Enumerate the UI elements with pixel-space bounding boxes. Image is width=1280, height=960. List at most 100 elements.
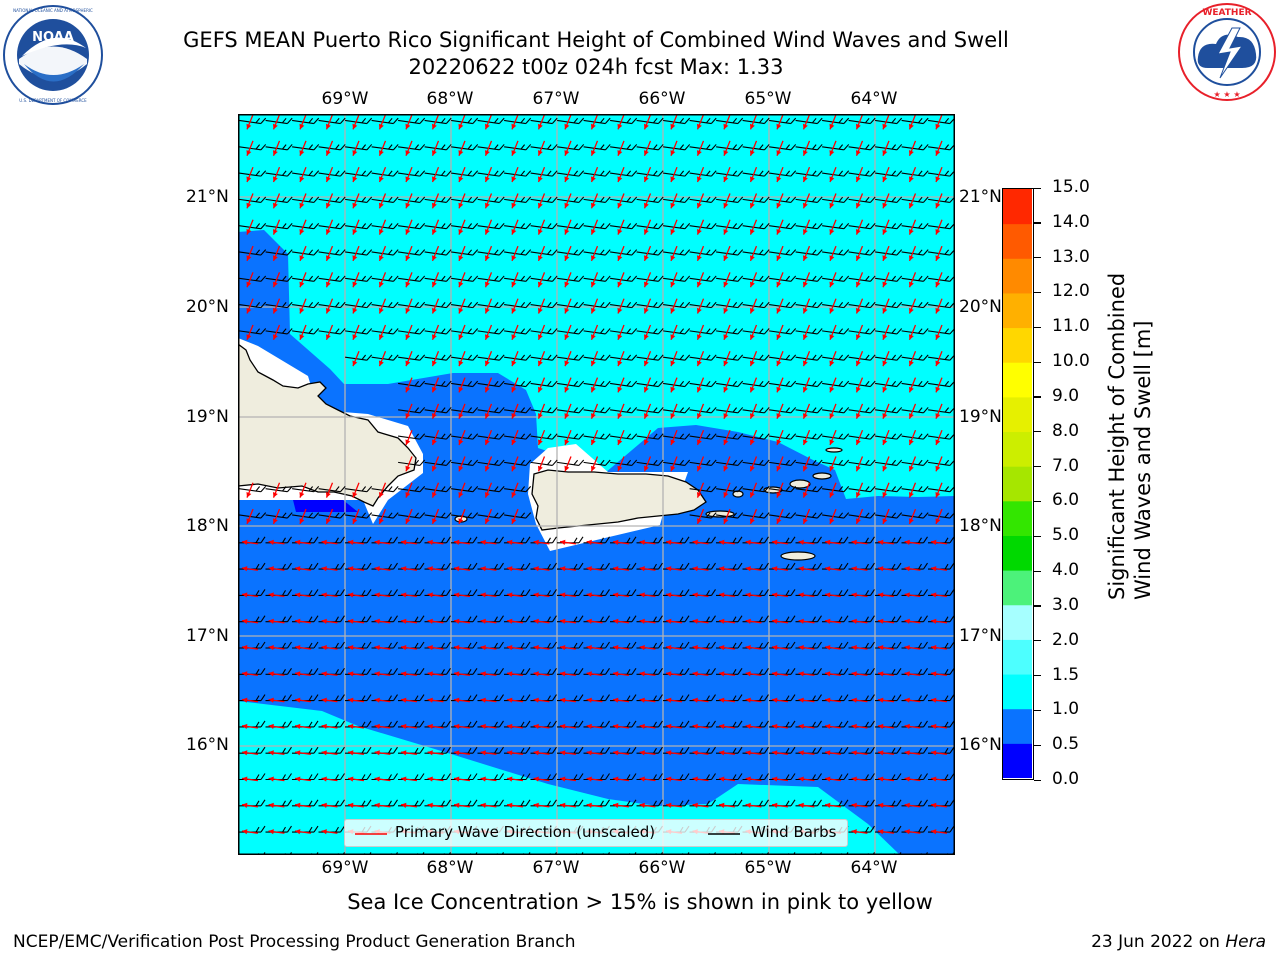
wave-direction-arrow [696, 193, 705, 209]
wave-direction-arrow [749, 298, 758, 314]
wave-direction-arrow [771, 592, 789, 598]
wave-direction-arrow [802, 193, 811, 209]
svg-text:NOAA: NOAA [32, 30, 74, 45]
wave-direction-arrow [325, 324, 334, 341]
wave-direction-arrow [612, 592, 630, 598]
wave-direction-arrow [590, 114, 599, 130]
wave-direction-arrow [299, 166, 307, 183]
wave-direction-arrow [352, 351, 360, 367]
wave-direction-arrow [776, 140, 784, 156]
wave-direction-arrow [347, 618, 365, 624]
wave-direction-arrow [347, 671, 365, 677]
wave-direction-arrow [378, 245, 387, 262]
wave-direction-arrow [802, 114, 811, 130]
wave-direction-arrow [935, 351, 943, 367]
wave-direction-arrow [537, 403, 546, 419]
wave-direction-arrow [723, 377, 731, 393]
wave-direction-arrow [268, 645, 285, 651]
wave-direction-arrow [612, 566, 630, 572]
wave-direction-arrow [564, 114, 572, 130]
wave-direction-arrow [321, 645, 338, 651]
wave-direction-arrow [904, 750, 921, 756]
wave-direction-arrow [665, 618, 683, 624]
wave-direction-arrow [559, 592, 577, 598]
wave-direction-arrow [745, 697, 762, 703]
wave-direction-arrow [268, 829, 285, 835]
wave-direction-arrow [643, 351, 652, 367]
wave-direction-arrow [749, 166, 758, 183]
wave-direction-arrow [617, 456, 625, 472]
wave-direction-arrow [431, 114, 440, 130]
wave-direction-arrow [453, 539, 471, 545]
wave-direction-arrow [268, 671, 285, 677]
wave-direction-arrow [776, 324, 784, 341]
wave-direction-arrow [617, 429, 625, 446]
wave-direction-arrow [829, 351, 837, 367]
wave-direction-arrow [537, 456, 546, 472]
wave-direction-arrow [665, 723, 683, 730]
wave-direction-arrow [400, 645, 418, 651]
wave-direction-arrow [745, 566, 762, 572]
lat-label-left-16n: 16°N [186, 735, 229, 755]
wave-direction-arrow [882, 351, 890, 367]
wave-direction-arrow [427, 802, 444, 808]
colorbar-tick-mark [1034, 779, 1041, 781]
colorbar-segment [1003, 327, 1032, 363]
wave-direction-arrow [590, 298, 599, 314]
wave-direction-arrow [718, 592, 736, 598]
wave-direction-arrow [776, 403, 784, 419]
wave-direction-arrow [405, 219, 413, 235]
wave-direction-arrow [453, 697, 471, 703]
wave-direction-arrow [590, 166, 599, 183]
wave-direction-arrow [723, 245, 731, 262]
wave-direction-arrow [908, 403, 917, 419]
wave-direction-arrow [745, 671, 762, 677]
wave-direction-arrow [855, 377, 864, 393]
wave-direction-arrow [696, 351, 705, 367]
wave-direction-arrow [855, 219, 864, 235]
wave-direction-arrow [904, 618, 921, 624]
wave-direction-arrow [321, 671, 338, 677]
wave-direction-arrow [458, 508, 466, 525]
wave-direction-arrow [908, 377, 917, 393]
wave-direction-arrow [484, 193, 493, 209]
wave-direction-arrow [299, 114, 307, 130]
wave-direction-arrow [723, 482, 731, 498]
wave-direction-arrow [829, 219, 837, 235]
wave-direction-arrow [559, 750, 577, 756]
wave-direction-arrow [824, 802, 842, 808]
wave-direction-arrow [776, 166, 784, 183]
colorbar-tick-mark [1034, 535, 1041, 537]
wave-direction-arrow [643, 114, 652, 130]
colorbar-tick-label: 2.0 [1052, 629, 1080, 650]
wave-direction-arrow [935, 140, 943, 156]
wave-direction-arrow [851, 618, 868, 624]
wave-direction-arrow [246, 245, 254, 262]
wave-direction-arrow [506, 802, 524, 808]
wave-direction-arrow [453, 566, 471, 572]
wave-direction-arrow [272, 140, 281, 156]
colorbar-tick-mark [1034, 605, 1041, 607]
wave-direction-arrow [294, 802, 312, 808]
wave-direction-arrow [400, 566, 418, 572]
wave-direction-arrow [458, 245, 466, 262]
wave-direction-arrow [692, 723, 709, 730]
wave-direction-arrow [855, 508, 864, 525]
wave-direction-arrow [904, 776, 921, 782]
wave-direction-arrow [347, 566, 365, 572]
colorbar-tick-mark [1034, 500, 1041, 503]
colorbar-tick-mark [1034, 466, 1041, 468]
wave-direction-arrow [325, 482, 334, 498]
wave-direction-arrow [771, 776, 789, 782]
wave-direction-arrow [696, 140, 705, 156]
wave-direction-arrow [427, 671, 444, 677]
lon-label-bottom-64w: 64°W [850, 858, 898, 878]
wave-direction-arrow [798, 539, 815, 545]
wave-direction-arrow [453, 723, 471, 730]
wave-direction-arrow [246, 114, 254, 130]
svg-text:★ ★ ★: ★ ★ ★ [1213, 90, 1240, 99]
wave-direction-arrow [484, 114, 493, 130]
colorbar-tick-label: 14.0 [1052, 211, 1090, 232]
colorbar-segment [1003, 431, 1032, 467]
wave-direction-arrow [771, 802, 789, 808]
